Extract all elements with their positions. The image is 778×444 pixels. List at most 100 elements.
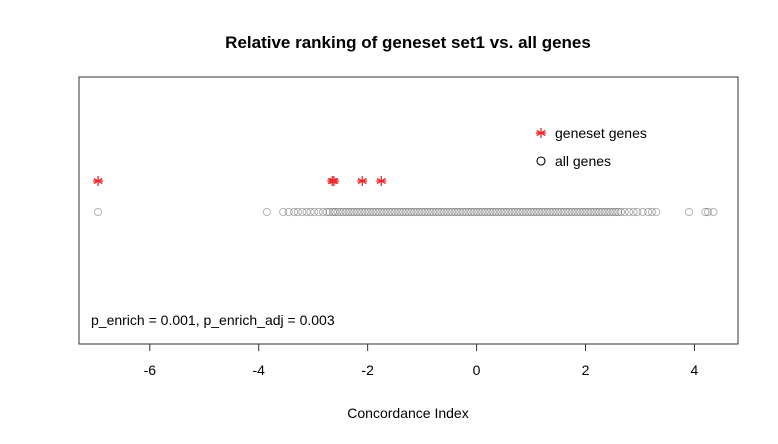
all-gene-point [363,207,372,217]
all-gene-point [328,207,337,217]
all-gene-point [540,207,549,217]
all-gene-point [467,207,476,217]
all-gene-point [279,207,288,217]
legend: geneset genes all genes [536,125,647,169]
all-gene-point [374,207,383,217]
all-gene-point [603,207,612,217]
all-gene-point [624,207,634,217]
all-gene-point [600,207,609,217]
all-gene-point [597,207,606,217]
all-gene-point [507,207,517,217]
all-gene-point [453,207,462,217]
all-gene-point [709,207,718,217]
data-points [93,176,718,217]
all-gene-point [629,207,638,217]
all-gene-point [567,207,576,217]
all-gene-point [614,207,623,217]
all-gene-point [592,207,601,217]
all-gene-point [608,207,617,217]
all-gene-point [548,207,557,217]
all-gene-point [532,207,541,217]
all-gene-point [428,207,438,217]
all-gene-point [262,207,271,217]
all-gene-point [575,207,585,217]
all-gene-point [556,207,566,217]
legend-asterisk-icon [536,128,546,138]
all-gene-point [537,207,547,217]
all-gene-point [366,207,375,217]
all-gene-point [701,207,710,217]
all-gene-point [562,207,571,217]
all-gene-point [310,207,319,217]
all-gene-point [409,207,419,217]
all-gene-point [684,207,694,217]
x-tick-label: -2 [361,362,374,378]
all-gene-point [456,207,465,217]
all-gene-point [290,207,299,217]
all-gene-point [616,207,626,217]
all-gene-point [584,207,593,217]
all-gene-point [496,207,506,217]
geneset-gene-point [357,176,368,186]
all-gene-point [502,207,511,217]
all-gene-point [518,207,527,217]
geneset-gene-point [328,176,339,186]
all-gene-point [330,207,340,217]
all-gene-point [551,207,560,217]
all-gene-point [336,207,345,217]
geneset-gene-point [93,176,104,186]
all-gene-point [284,207,293,217]
all-gene-point [578,207,587,217]
all-gene-point [368,207,378,217]
all-gene-point [396,207,405,217]
all-gene-point [529,207,538,217]
all-gene-point [322,207,331,217]
all-gene-point [442,207,451,217]
all-gene-point [418,207,427,217]
all-gene-point [302,207,311,217]
geneset-gene-point [376,176,387,186]
all-gene-point [488,207,498,217]
all-gene-point [434,207,443,217]
all-gene-point [652,207,661,217]
all-gene-point [398,207,408,217]
all-gene-point [379,207,389,217]
all-gene-point [445,207,454,217]
all-gene-point [633,207,642,217]
all-gene-point [620,207,629,217]
all-gene-point [499,207,508,217]
all-gene-point [703,207,713,217]
chart-title: Relative ranking of geneset set1 vs. all… [225,33,591,52]
x-tick-label: 4 [691,362,699,378]
all-gene-point [483,207,492,217]
all-gene-point [393,207,402,217]
all-gene-point [437,207,446,217]
all-gene-point [480,207,489,217]
all-gene-point [586,207,596,217]
all-gene-point [355,207,364,217]
x-tick-label: -4 [253,362,266,378]
all-gene-point [647,207,657,217]
all-gene-point [526,207,536,217]
all-gene-point [565,207,574,217]
all-gene-point [477,207,487,217]
all-gene-point [352,207,361,217]
x-tick-label: 2 [582,362,590,378]
all-gene-point [407,207,416,217]
all-gene-point [638,207,647,217]
all-gene-point [404,207,413,217]
all-gene-point [524,207,533,217]
all-gene-point [510,207,519,217]
all-gene-point [559,207,568,217]
all-gene-point [535,207,544,217]
all-gene-point [581,207,590,217]
all-gene-point [349,207,359,217]
all-gene-point [385,207,394,217]
all-gene-point [595,207,604,217]
all-gene-point [447,207,457,217]
all-gene-point [439,207,449,217]
all-gene-point [546,207,555,217]
all-gene-point [344,207,353,217]
all-gene-point [339,207,348,217]
all-gene-point [426,207,435,217]
